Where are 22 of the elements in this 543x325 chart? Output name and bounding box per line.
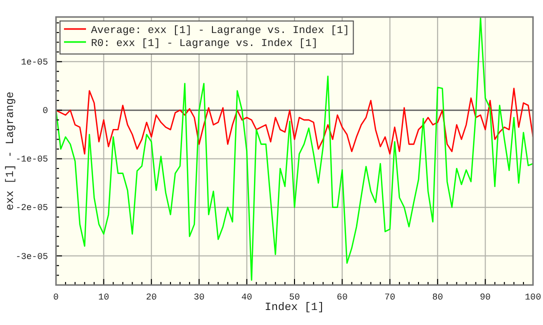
y-tick-label: -3e-05 — [16, 252, 48, 262]
x-tick-label: 60 — [336, 292, 348, 302]
x-tick-label: 30 — [194, 292, 205, 302]
y-tick-label: -2e-05 — [16, 203, 48, 214]
x-tick-label: 80 — [432, 292, 444, 302]
x-tick-label: 40 — [241, 292, 252, 302]
x-tick-label: 70 — [384, 292, 396, 302]
line-series — [56, 88, 533, 155]
legend-label: Average: exx [1] - Lagrange vs. Index [1] — [91, 25, 350, 37]
y-tick-label: 0 — [42, 106, 48, 116]
x-tick-label: 20 — [146, 292, 157, 302]
x-tick-label: 10 — [98, 292, 110, 302]
y-tick-label: -1e-05 — [16, 154, 48, 165]
y-tick-label: 1e-05 — [20, 58, 48, 68]
x-tick-label: 0 — [53, 292, 59, 302]
legend-label: R0: exx [1] - Lagrange vs. Index [1] — [91, 38, 318, 50]
x-tick-label: 50 — [289, 292, 300, 302]
y-axis-title: exx [1] - Lagrange — [5, 92, 17, 210]
x-tick-label: 90 — [480, 292, 491, 302]
line-series — [56, 17, 533, 281]
x-axis-title: Index [1] — [264, 302, 324, 314]
x-tick-label: 100 — [524, 292, 542, 302]
